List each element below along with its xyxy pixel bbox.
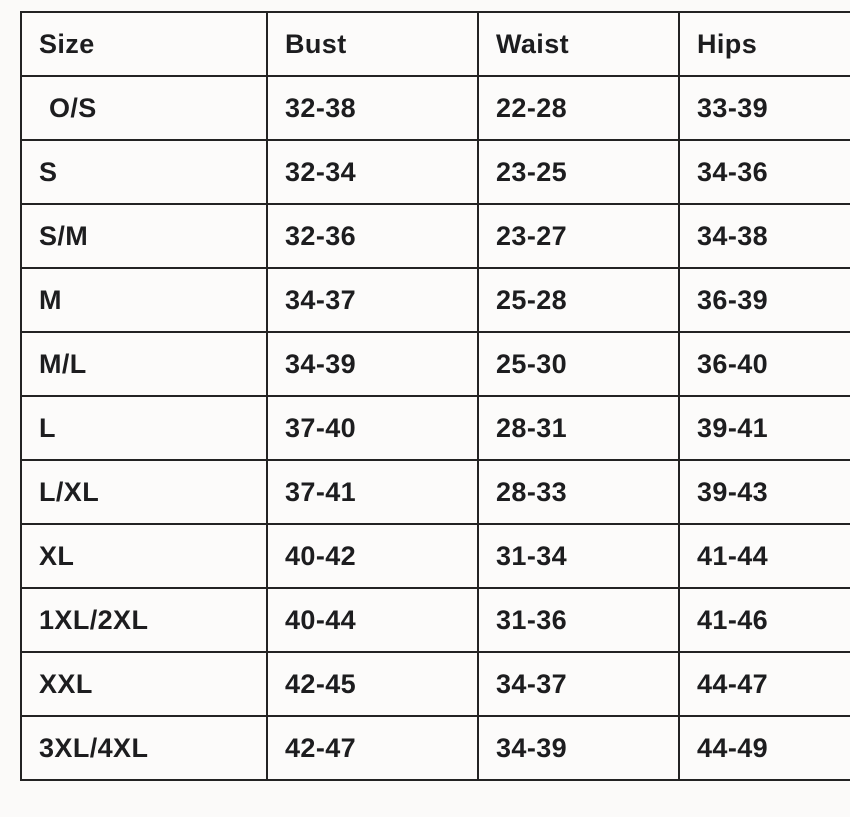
cell-bust: 37-41 [266,459,479,525]
cell-waist: 31-34 [477,523,680,589]
cell-size: M [20,267,268,333]
size-chart-table: Size Bust Waist Hips O/S 32-38 22-28 33-… [20,11,850,781]
cell-size: XL [20,523,268,589]
cell-bust: 37-40 [266,395,479,461]
cell-waist: 23-25 [477,139,680,205]
table-row: S 32-34 23-25 34-36 [20,139,850,205]
cell-size: S [20,139,268,205]
table-row: XL 40-42 31-34 41-44 [20,523,850,589]
table-row: XXL 42-45 34-37 44-47 [20,651,850,717]
cell-bust: 42-45 [266,651,479,717]
cell-hips: 39-41 [678,395,850,461]
cell-size: L [20,395,268,461]
cell-bust: 40-42 [266,523,479,589]
cell-hips: 41-44 [678,523,850,589]
cell-waist: 25-30 [477,331,680,397]
cell-hips: 36-40 [678,331,850,397]
cell-waist: 22-28 [477,75,680,141]
cell-bust: 32-34 [266,139,479,205]
table-header: Size Bust Waist Hips [20,11,850,77]
cell-hips: 44-49 [678,715,850,781]
table-row: M 34-37 25-28 36-39 [20,267,850,333]
cell-waist: 28-33 [477,459,680,525]
cell-hips: 33-39 [678,75,850,141]
cell-hips: 36-39 [678,267,850,333]
cell-bust: 32-38 [266,75,479,141]
cell-waist: 34-39 [477,715,680,781]
cell-bust: 34-37 [266,267,479,333]
header-row: Size Bust Waist Hips [20,11,850,77]
cell-size: XXL [20,651,268,717]
cell-waist: 28-31 [477,395,680,461]
cell-size: O/S [20,75,268,141]
cell-bust: 42-47 [266,715,479,781]
column-header-waist: Waist [477,11,680,77]
cell-hips: 34-36 [678,139,850,205]
column-header-hips: Hips [678,11,850,77]
cell-size: 3XL/4XL [20,715,268,781]
cell-waist: 34-37 [477,651,680,717]
cell-size: M/L [20,331,268,397]
cell-bust: 40-44 [266,587,479,653]
table-row: L 37-40 28-31 39-41 [20,395,850,461]
cell-hips: 44-47 [678,651,850,717]
table-body: O/S 32-38 22-28 33-39 S 32-34 23-25 34-3… [20,75,850,781]
table-row: 3XL/4XL 42-47 34-39 44-49 [20,715,850,781]
cell-bust: 32-36 [266,203,479,269]
cell-hips: 39-43 [678,459,850,525]
cell-waist: 25-28 [477,267,680,333]
cell-size: S/M [20,203,268,269]
column-header-size: Size [20,11,268,77]
cell-size: L/XL [20,459,268,525]
cell-waist: 31-36 [477,587,680,653]
cell-hips: 41-46 [678,587,850,653]
column-header-bust: Bust [266,11,479,77]
table-row: L/XL 37-41 28-33 39-43 [20,459,850,525]
table-row: M/L 34-39 25-30 36-40 [20,331,850,397]
table-row: O/S 32-38 22-28 33-39 [20,75,850,141]
cell-bust: 34-39 [266,331,479,397]
cell-waist: 23-27 [477,203,680,269]
cell-hips: 34-38 [678,203,850,269]
table-row: S/M 32-36 23-27 34-38 [20,203,850,269]
size-chart: Size Bust Waist Hips O/S 32-38 22-28 33-… [20,11,850,781]
cell-size: 1XL/2XL [20,587,268,653]
table-row: 1XL/2XL 40-44 31-36 41-46 [20,587,850,653]
